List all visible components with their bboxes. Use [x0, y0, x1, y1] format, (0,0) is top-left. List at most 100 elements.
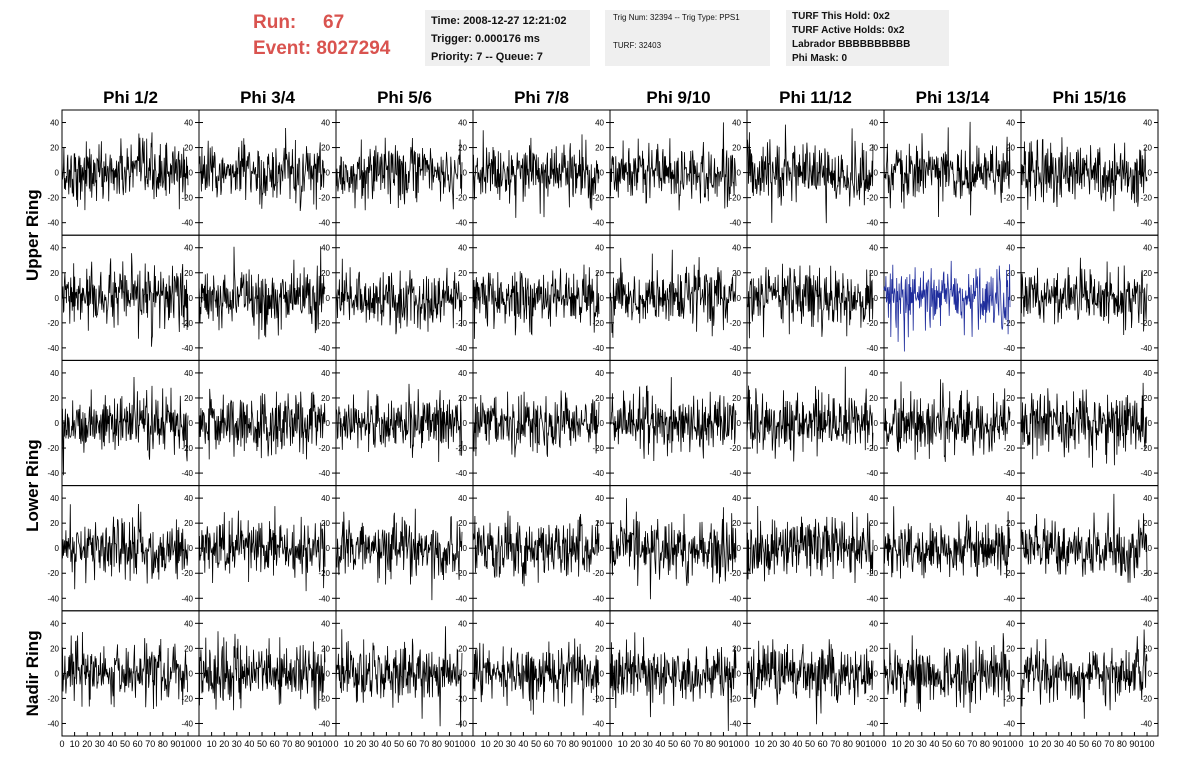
waveform-trace	[335, 383, 463, 463]
waveform-trace	[472, 390, 600, 458]
y-tick-label: -20	[318, 194, 330, 203]
y-tick-label: 20	[732, 144, 741, 153]
y-tick-label: 0	[463, 169, 468, 178]
x-tick-label: 40	[518, 739, 528, 749]
y-tick-label: 40	[1006, 369, 1015, 378]
x-tick-label: 60	[407, 739, 417, 749]
y-tick-label: 20	[869, 519, 878, 528]
y-tick-label: -40	[318, 469, 330, 478]
x-tick-label: 10	[618, 739, 628, 749]
y-tick-label: 0	[1011, 419, 1016, 428]
y-tick-label: 40	[50, 619, 59, 628]
y-tick-label: -40	[866, 344, 878, 353]
y-tick-label: 20	[184, 269, 193, 278]
y-tick-label: -20	[47, 569, 59, 578]
x-tick-label: 30	[917, 739, 927, 749]
waveform-trace	[746, 639, 874, 725]
y-tick-label: 40	[50, 119, 59, 128]
y-tick-label: -40	[1140, 719, 1152, 728]
y-tick-label: -40	[1003, 219, 1015, 228]
column-title: Phi 3/4	[240, 88, 295, 107]
column-title: Phi 15/16	[1053, 88, 1127, 107]
x-tick-label: 0	[333, 739, 338, 749]
y-tick-label: 0	[326, 419, 331, 428]
y-tick-label: -20	[592, 194, 604, 203]
x-tick-label: 90	[718, 739, 728, 749]
y-tick-label: 0	[1148, 294, 1153, 303]
x-tick-label: 50	[1079, 739, 1089, 749]
y-tick-label: -20	[47, 694, 59, 703]
waveform-trace	[1020, 137, 1148, 212]
x-tick-label: 20	[767, 739, 777, 749]
y-tick-label: -40	[181, 469, 193, 478]
y-tick-label: -40	[1140, 469, 1152, 478]
waveform-trace	[609, 632, 737, 732]
x-tick-label: 20	[493, 739, 503, 749]
y-tick-label: 0	[1011, 669, 1016, 678]
x-tick-label: 80	[1117, 739, 1127, 749]
x-tick-label: 30	[232, 739, 242, 749]
y-tick-label: 40	[1143, 619, 1152, 628]
x-tick-label: 80	[432, 739, 442, 749]
y-tick-label: -20	[1140, 569, 1152, 578]
labrador-text: Labrador BBBBBBBBBB	[792, 39, 911, 50]
y-tick-label: 20	[184, 144, 193, 153]
x-tick-label: 0	[744, 739, 749, 749]
y-tick-label: 20	[1006, 519, 1015, 528]
y-tick-label: 40	[458, 369, 467, 378]
y-tick-label: 0	[326, 669, 331, 678]
y-tick-label: 0	[326, 294, 331, 303]
y-tick-label: 20	[595, 519, 604, 528]
y-tick-label: 0	[1148, 544, 1153, 553]
y-tick-label: 20	[1143, 644, 1152, 653]
y-tick-label: 20	[732, 519, 741, 528]
run-label: Run:	[253, 12, 297, 33]
waveform-trace	[198, 388, 326, 460]
y-tick-label: 0	[189, 419, 194, 428]
y-tick-label: -20	[729, 194, 741, 203]
waveform-trace	[61, 631, 189, 710]
y-tick-label: -40	[181, 594, 193, 603]
waveform-trace	[883, 121, 1011, 218]
y-tick-label: -20	[47, 194, 59, 203]
waveform-trace	[1020, 382, 1148, 468]
run-event-box: Run: 67 Event: 8027294	[253, 10, 390, 62]
x-tick-label: 40	[792, 739, 802, 749]
waveform-trace	[335, 258, 463, 335]
y-tick-label: 40	[595, 369, 604, 378]
y-tick-label: -20	[1140, 194, 1152, 203]
y-tick-label: -20	[1003, 569, 1015, 578]
y-tick-label: -40	[455, 219, 467, 228]
y-tick-label: 0	[874, 544, 879, 553]
waveform-trace	[472, 130, 600, 218]
y-tick-label: 40	[184, 494, 193, 503]
y-tick-label: 20	[321, 644, 330, 653]
y-tick-label: 20	[1006, 144, 1015, 153]
x-tick-label: 100	[729, 739, 744, 749]
trig-info-box: Trig Num: 32394 -- Trig Type: PPS1 TURF:…	[605, 10, 770, 66]
y-tick-label: 0	[1148, 419, 1153, 428]
y-tick-label: 20	[50, 519, 59, 528]
y-tick-label: 40	[321, 119, 330, 128]
y-tick-label: 0	[55, 294, 60, 303]
y-tick-label: 40	[595, 619, 604, 628]
waveform-trace	[335, 508, 463, 601]
x-tick-label: 80	[158, 739, 168, 749]
y-tick-label: -40	[729, 719, 741, 728]
column-title: Phi 7/8	[514, 88, 569, 107]
row-title: Upper Ring	[23, 189, 42, 281]
y-tick-label: -20	[729, 444, 741, 453]
x-tick-label: 90	[855, 739, 865, 749]
y-tick-label: 0	[874, 419, 879, 428]
y-tick-label: 20	[1006, 644, 1015, 653]
trig-num-text: Trig Num: 32394 -- Trig Type: PPS1	[613, 13, 740, 22]
y-tick-label: 20	[595, 144, 604, 153]
y-tick-label: -20	[1003, 444, 1015, 453]
x-tick-label: 30	[643, 739, 653, 749]
y-tick-label: -20	[318, 319, 330, 328]
waveform-trace	[472, 264, 600, 339]
waveform-trace	[609, 122, 737, 211]
y-tick-label: 40	[50, 244, 59, 253]
y-tick-label: 20	[595, 394, 604, 403]
y-tick-label: 20	[184, 644, 193, 653]
